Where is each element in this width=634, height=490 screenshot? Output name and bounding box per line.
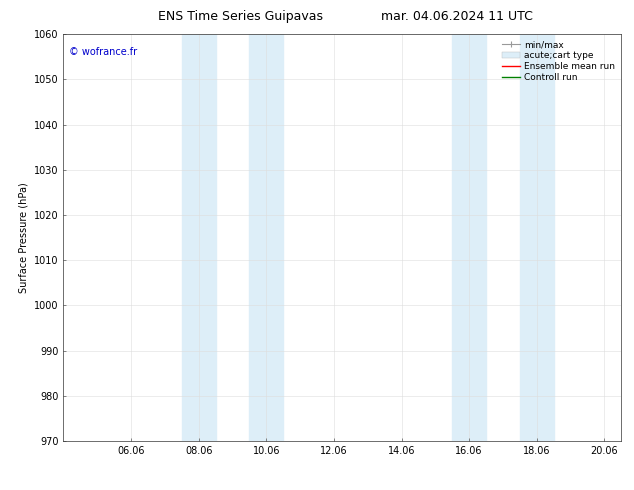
Legend: min/max, acute;cart type, Ensemble mean run, Controll run: min/max, acute;cart type, Ensemble mean … bbox=[500, 39, 617, 84]
Bar bbox=[520, 34, 553, 441]
Y-axis label: Surface Pressure (hPa): Surface Pressure (hPa) bbox=[18, 182, 29, 293]
Text: ENS Time Series Guipavas: ENS Time Series Guipavas bbox=[158, 10, 323, 23]
Bar bbox=[452, 34, 486, 441]
Text: mar. 04.06.2024 11 UTC: mar. 04.06.2024 11 UTC bbox=[380, 10, 533, 23]
Text: © wofrance.fr: © wofrance.fr bbox=[69, 47, 137, 56]
Bar bbox=[249, 34, 283, 441]
Bar bbox=[182, 34, 216, 441]
